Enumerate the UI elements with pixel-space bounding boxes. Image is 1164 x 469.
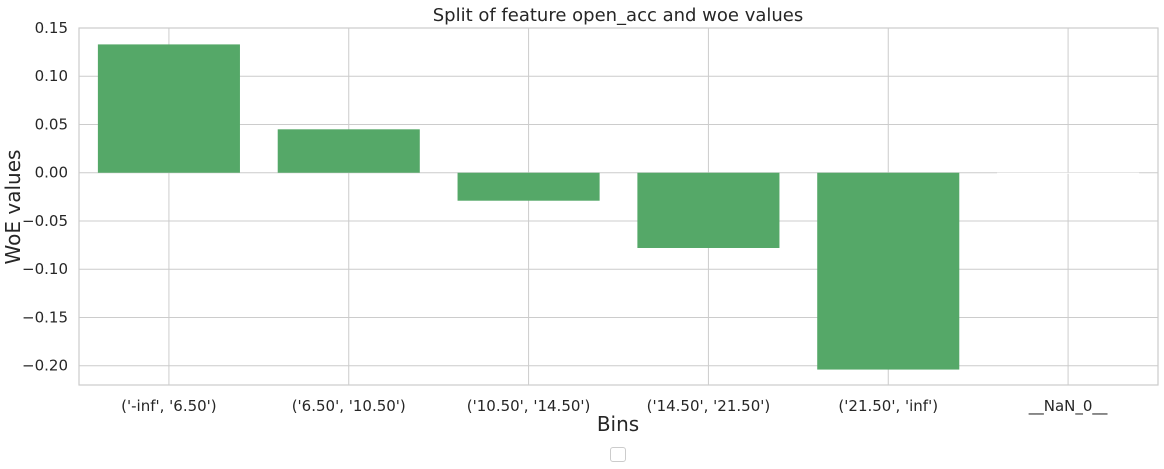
bar [277,129,420,173]
y-tick-label: −0.20 [22,357,68,375]
x-tick-label: ('10.50', '14.50') [467,397,591,415]
x-axis-label: Bins [597,412,639,436]
x-tick-label: __NaN_0__ [1028,397,1108,416]
y-tick-label: 0.10 [35,67,68,85]
x-tick-label: ('14.50', '21.50') [647,397,771,415]
legend [610,447,626,462]
x-tick-labels: ('-inf', '6.50') ('6.50', '10.50') ('10.50… [121,397,1108,416]
y-tick-label: −0.15 [22,308,68,326]
bar [457,172,600,201]
y-tick-label: −0.10 [22,260,68,278]
bar [97,44,240,173]
y-tick-label: 0.15 [35,19,68,37]
y-tick-label: 0.05 [35,115,68,133]
y-tick-label: −0.05 [22,212,68,230]
x-tick-label: ('6.50', '10.50') [292,397,406,415]
bars [97,44,1140,370]
y-tick-label: 0.00 [35,164,68,182]
plot-area [78,27,1159,386]
bar [637,172,780,248]
x-tick-label: ('21.50', 'inf') [838,397,938,415]
bar [817,172,960,370]
y-axis-label: WoE values [1,150,25,265]
y-tick-labels: 0.15 0.10 0.05 0.00 −0.05 −0.10 −0.15 −0.20 [22,19,68,375]
chart-title: Split of feature open_acc and woe values [433,5,804,26]
x-tick-label: ('-inf', '6.50') [121,397,217,415]
bar [997,172,1140,174]
